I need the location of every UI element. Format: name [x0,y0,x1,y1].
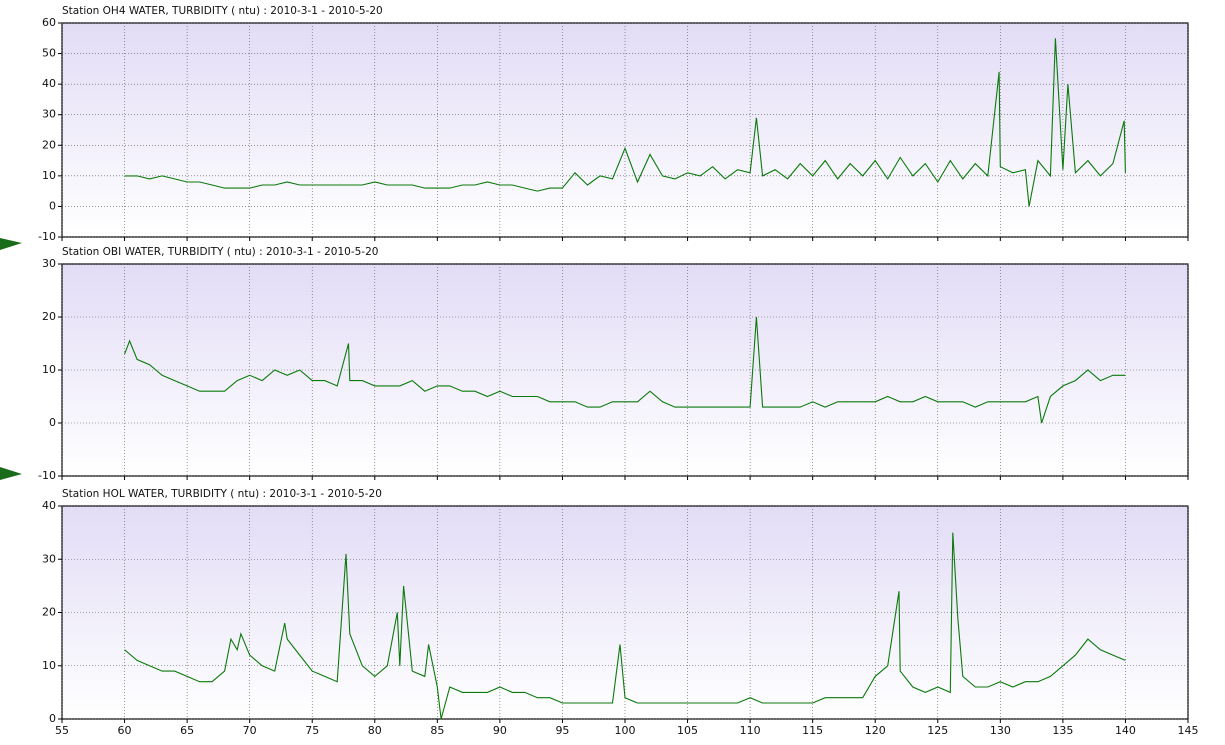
y-tick-label: 10 [42,363,56,376]
y-tick-label: 20 [42,310,56,323]
x-tick-label: 70 [243,724,257,737]
data-line [124,532,1126,720]
panel-title: Station OBI WATER, TURBIDITY ( ntu) : 20… [62,246,378,258]
x-tick-label: 120 [865,724,886,737]
y-tick-label: 40 [42,77,56,90]
x-tick-label: 125 [927,724,948,737]
panel-title: Station OH4 WATER, TURBIDITY ( ntu) : 20… [62,5,383,17]
panel-marker [0,467,22,480]
x-tick-label: 90 [493,724,507,737]
x-tick-label: 130 [990,724,1011,737]
plot-area [61,22,1189,238]
x-tick-label: 60 [118,724,132,737]
x-tick-label: 110 [740,724,761,737]
x-tick-label: 65 [180,724,194,737]
x-tick-label: 85 [430,724,444,737]
x-tick-label: 80 [368,724,382,737]
y-tick-label: 0 [49,199,56,212]
y-tick-label: -10 [38,230,56,243]
data-line [124,38,1126,207]
x-tick-label: 105 [677,724,698,737]
y-tick-label: 10 [42,659,56,672]
x-tick-label: 75 [305,724,319,737]
x-tick-label: 100 [615,724,636,737]
x-tick-label: 145 [1178,724,1199,737]
y-tick-label: 20 [42,138,56,151]
y-tick-label: 60 [42,16,56,29]
y-tick-label: 20 [42,606,56,619]
y-tick-label: 30 [42,108,56,121]
panel-title: Station HOL WATER, TURBIDITY ( ntu) : 20… [62,488,382,500]
panel-marker [0,238,22,250]
y-tick-label: 30 [42,552,56,565]
y-tick-label: -10 [38,469,56,482]
x-tick-label: 140 [1115,724,1136,737]
x-tick-label: 135 [1052,724,1073,737]
x-tick-label: 115 [802,724,823,737]
x-tick-label: 95 [555,724,569,737]
y-tick-label: 10 [42,169,56,182]
y-tick-label: 0 [49,416,56,429]
y-tick-label: 50 [42,47,56,60]
y-tick-label: 40 [42,499,56,512]
data-line [124,316,1126,424]
x-tick-label: 55 [55,724,69,737]
y-tick-label: 30 [42,257,56,270]
y-tick-label: 0 [49,712,56,725]
